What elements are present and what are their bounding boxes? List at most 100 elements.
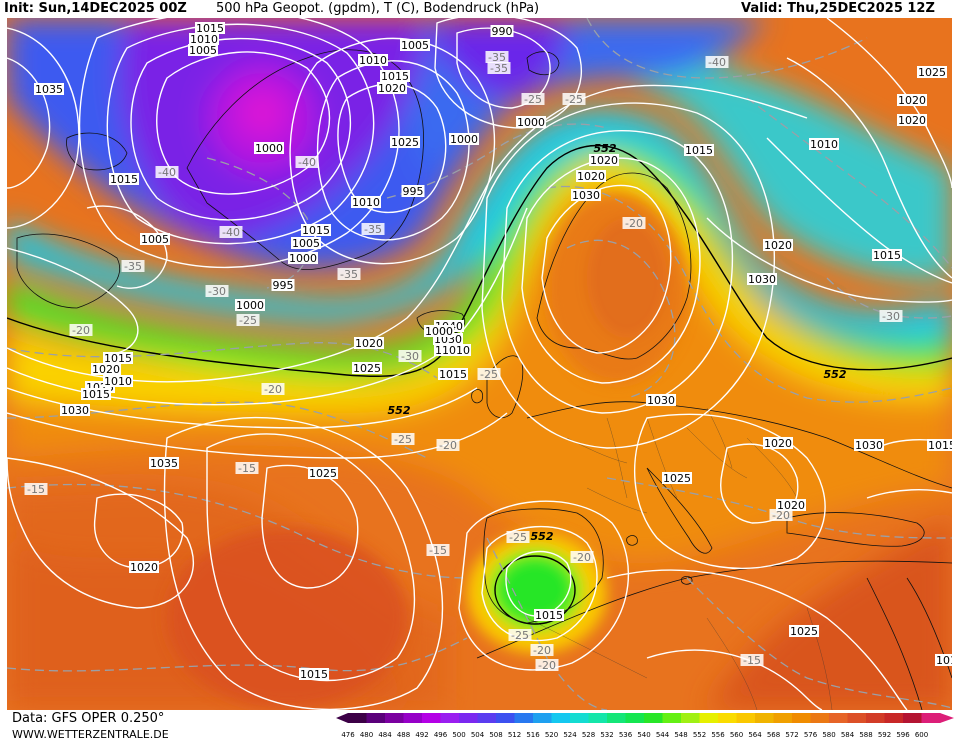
pressure-label: 1020 (897, 94, 927, 107)
valid-time: Valid: Thu,25DEC2025 12Z (741, 1, 935, 16)
svg-text:1030: 1030 (748, 273, 776, 286)
pressure-label: 1020 (91, 363, 121, 376)
pressure-label: 1020 (763, 437, 793, 450)
legend-tick-label: 508 (489, 731, 502, 739)
pressure-label: 1020 (129, 561, 159, 574)
svg-text:-20: -20 (625, 217, 643, 230)
map-header: Init: Sun,14DEC2025 00Z 500 hPa Geopot. … (0, 0, 959, 18)
svg-text:-25: -25 (394, 433, 412, 446)
svg-text:-40: -40 (158, 166, 176, 179)
pressure-label: 1015 (927, 439, 952, 452)
legend-tick-label: 600 (915, 731, 928, 739)
temperature-label: -25 (477, 368, 501, 381)
pressure-label: 1005 (188, 44, 218, 57)
legend-tick-label: 532 (600, 731, 613, 739)
pressure-label: 1015 (109, 173, 139, 186)
legend-tick-label: 480 (360, 731, 373, 739)
legend-swatch (903, 713, 922, 723)
legend-swatch (921, 713, 941, 723)
legend-tick-label: 560 (730, 731, 743, 739)
legend-tick-label: 536 (619, 731, 633, 739)
svg-text:1030: 1030 (647, 394, 675, 407)
svg-text:-15: -15 (238, 462, 256, 475)
svg-text:1015: 1015 (381, 70, 409, 83)
svg-text:1035: 1035 (150, 457, 178, 470)
svg-text:1015: 1015 (110, 173, 138, 186)
svg-text:-40: -40 (298, 156, 316, 169)
pressure-label: 1005 (140, 233, 170, 246)
temperature-label: -40 (295, 156, 319, 169)
legend-tick-label: 580 (822, 731, 835, 739)
pressure-label: 1030 (60, 404, 90, 417)
legend-swatch (514, 713, 534, 723)
svg-text:-20: -20 (538, 659, 556, 672)
legend-tick-label: 484 (378, 731, 392, 739)
pressure-label: 1015 (438, 368, 468, 381)
legend-swatch (884, 713, 904, 723)
temperature-label: -25 (562, 93, 586, 106)
svg-text:1020: 1020 (130, 561, 158, 574)
legend-tick-label: 524 (563, 731, 577, 739)
svg-text:-20: -20 (573, 551, 591, 564)
temperature-label: -30 (398, 350, 422, 363)
legend-swatch (847, 713, 867, 723)
svg-text:1025: 1025 (309, 467, 337, 480)
svg-text:1035: 1035 (35, 83, 63, 96)
pressure-label: 1015 (299, 668, 329, 681)
pressure-label: 1030 (854, 439, 884, 452)
pressure-label: 1020 (776, 499, 806, 512)
temperature-label: -40 (219, 226, 243, 239)
temperature-label: -40 (155, 166, 179, 179)
svg-text:-40: -40 (708, 56, 726, 69)
pressure-label: 1010 (103, 375, 133, 388)
pressure-label: 1025 (917, 66, 947, 79)
svg-text:-25: -25 (565, 93, 583, 106)
pressure-label: 1025 (308, 467, 338, 480)
svg-text:1000: 1000 (236, 299, 264, 312)
svg-text:552: 552 (388, 404, 411, 417)
legend-swatch (348, 713, 367, 723)
legend-swatch (588, 713, 608, 723)
pressure-label: 1035 (149, 457, 179, 470)
pressure-label: 1015 (380, 70, 410, 83)
temperature-label: -20 (69, 324, 93, 337)
temperature-label: -20 (261, 383, 285, 396)
pressure-label: 1010 (809, 138, 839, 151)
temperature-label: -20 (570, 551, 594, 564)
svg-text:-20: -20 (772, 509, 790, 522)
legend-tick-label: 572 (785, 731, 798, 739)
legend-swatch (403, 713, 423, 723)
legend-swatch (422, 713, 441, 723)
legend-swatch (440, 713, 460, 723)
svg-text:-15: -15 (429, 544, 447, 557)
legend-tick-label: 564 (748, 731, 762, 739)
svg-text:1025: 1025 (790, 625, 818, 638)
svg-text:1015: 1015 (439, 368, 467, 381)
legend-tick-label: 500 (452, 731, 465, 739)
svg-text:-35: -35 (364, 223, 382, 236)
temperature-label: -35 (337, 268, 361, 281)
svg-text:1010: 1010 (936, 654, 952, 667)
svg-text:1000: 1000 (255, 142, 283, 155)
legend-swatch (792, 713, 811, 723)
legend-swatch (551, 713, 571, 723)
temperature-label: -20 (769, 509, 793, 522)
svg-text:1020: 1020 (92, 363, 120, 376)
svg-text:1015: 1015 (196, 22, 224, 35)
color-legend: 476 480 484 488 492 496 500 504 508 512 516 520 524 5… (336, 713, 956, 741)
pressure-label: 1025 (352, 362, 382, 375)
legend-swatch (773, 713, 793, 723)
pressure-label: 1000 (254, 142, 284, 155)
site-url: WWW.WETTERZENTRALE.DE (12, 728, 169, 741)
svg-text:1010: 1010 (190, 33, 218, 46)
pressure-label: 1005 (400, 39, 430, 52)
temperature-label: -20 (535, 659, 559, 672)
svg-text:-20: -20 (439, 439, 457, 452)
svg-text:-35: -35 (340, 268, 358, 281)
svg-text:1030: 1030 (61, 404, 89, 417)
pressure-label: 1030 (747, 273, 777, 286)
svg-text:1020: 1020 (764, 239, 792, 252)
legend-swatch (681, 713, 700, 723)
